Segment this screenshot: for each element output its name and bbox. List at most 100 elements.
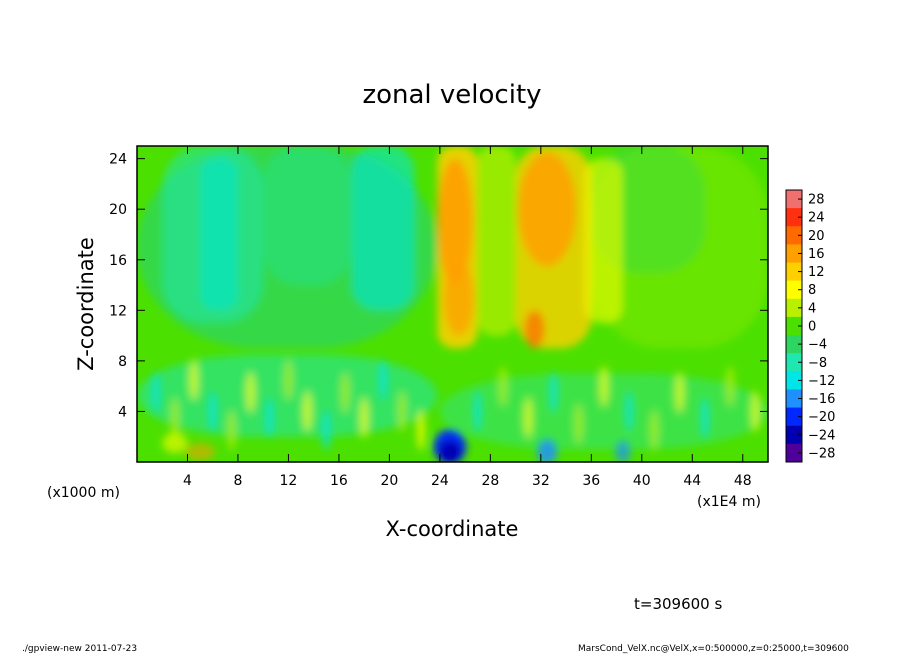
field-cell	[443, 259, 474, 336]
x-tick-label: 16	[330, 473, 348, 489]
field-cell	[162, 432, 188, 454]
field-cell	[397, 391, 407, 432]
y-tick-label: 12	[109, 303, 127, 319]
colorbar: 28 24 20 16 12 8 4 0 −4 −8 −12 −16 −20 −24 −28	[785, 189, 835, 463]
field-cell	[549, 372, 558, 413]
footer-left: ./gpview-new 2011-07-23	[22, 644, 137, 654]
x-tick-label: 24	[431, 473, 449, 489]
colorbar-swatch	[786, 316, 802, 336]
colorbar-label: 0	[808, 320, 816, 335]
field-cell	[537, 439, 558, 462]
colorbar-swatch	[786, 226, 802, 245]
field-cell	[675, 372, 685, 413]
y-axis: 4 8 12 16 20 24	[109, 152, 768, 420]
x-axis: 4 8 12 16 20 24 28 32 36 40 44 48	[183, 146, 752, 489]
colorbar-swatch	[786, 371, 802, 390]
colorbar-swatch	[786, 443, 802, 463]
field-cell	[615, 440, 631, 462]
field-cell	[170, 397, 180, 438]
x-tick-label: 40	[633, 473, 651, 489]
colorbar-label: −24	[808, 428, 835, 443]
x-tick-label: 28	[481, 473, 499, 489]
y-axis-label: Z-coordinate	[74, 237, 98, 371]
field-cell	[498, 365, 508, 407]
field-cell	[437, 158, 473, 286]
time-label: t=309600 s	[634, 595, 722, 613]
colorbar-swatch	[786, 190, 802, 209]
x-tick-label: 4	[183, 473, 192, 489]
colorbar-swatch	[786, 208, 802, 227]
field-cell	[523, 397, 533, 438]
footer-right: MarsCond_VelX.nc@VelX,x=0:500000,z=0:250…	[578, 644, 849, 654]
field-cell	[624, 391, 634, 432]
field-cell	[416, 410, 426, 451]
field-cell	[151, 372, 161, 413]
colorbar-swatch	[786, 244, 802, 264]
colorbar-label: 20	[808, 229, 825, 244]
colorbar-swatch	[786, 407, 802, 427]
field-cell	[518, 152, 577, 267]
field-cell	[700, 397, 710, 438]
colorbar-label: 16	[808, 247, 825, 262]
colorbar-label: 4	[808, 301, 816, 316]
colorbar-label: 24	[808, 211, 825, 226]
x-tick-label: 12	[280, 473, 298, 489]
field-cell	[321, 410, 331, 451]
colorbar-swatch	[786, 298, 802, 318]
field-cell	[265, 397, 274, 438]
chart-title: zonal velocity	[362, 80, 541, 110]
colorbar-label: −12	[808, 374, 835, 389]
colorbar-swatch	[786, 425, 802, 445]
plot-frame	[136, 145, 769, 463]
field-cell	[650, 410, 659, 451]
field-cell	[184, 443, 216, 461]
field-cell	[200, 158, 238, 311]
x-scale-note: (x1000 m)	[47, 485, 120, 501]
field-cell	[438, 440, 462, 462]
field-cell	[340, 372, 350, 413]
colorbar-swatch	[786, 353, 802, 372]
x-tick-label: 32	[532, 473, 550, 489]
colorbar-label: 8	[808, 283, 816, 298]
field-cell	[473, 391, 483, 432]
field-cell	[725, 365, 735, 407]
colorbar-swatch	[786, 389, 802, 409]
field-cell	[246, 372, 255, 413]
colorbar-swatch	[786, 262, 802, 282]
colorbar-label: −20	[808, 410, 835, 425]
colorbar-swatch	[786, 335, 802, 354]
field-cell	[263, 146, 352, 286]
field-cell	[227, 410, 237, 451]
colorbar-label: −16	[808, 392, 835, 407]
colorbar-label: −28	[808, 446, 835, 461]
x-tick-label: 36	[582, 473, 600, 489]
field-cell	[585, 158, 623, 323]
field-cell	[302, 391, 312, 432]
y-tick-label: 20	[109, 202, 127, 218]
field-cell	[574, 403, 584, 445]
x-axis-label: X-coordinate	[386, 517, 519, 541]
heatmap-field	[137, 146, 768, 462]
colorbar-label: 12	[808, 265, 825, 280]
field-cell	[750, 391, 760, 432]
colorbar-swatch	[786, 280, 802, 300]
field-cell	[599, 365, 609, 407]
x-tick-label: 8	[233, 473, 242, 489]
field-cell	[189, 359, 199, 401]
x-tick-label: 48	[734, 473, 752, 489]
x-unit-note: (x1E4 m)	[697, 494, 761, 510]
field-cell	[439, 373, 768, 450]
field-cell	[359, 397, 369, 438]
colorbar-label: −4	[808, 338, 827, 353]
colorbar-label: −8	[808, 356, 827, 371]
field-cell	[208, 391, 218, 432]
field-cell	[351, 146, 415, 311]
colorbar-label: 28	[808, 193, 825, 208]
x-tick-label: 44	[683, 473, 701, 489]
y-tick-label: 4	[118, 404, 127, 420]
y-tick-label: 8	[118, 354, 127, 370]
field-cell	[524, 310, 545, 349]
y-tick-label: 16	[109, 253, 127, 269]
field-cell	[477, 146, 516, 336]
